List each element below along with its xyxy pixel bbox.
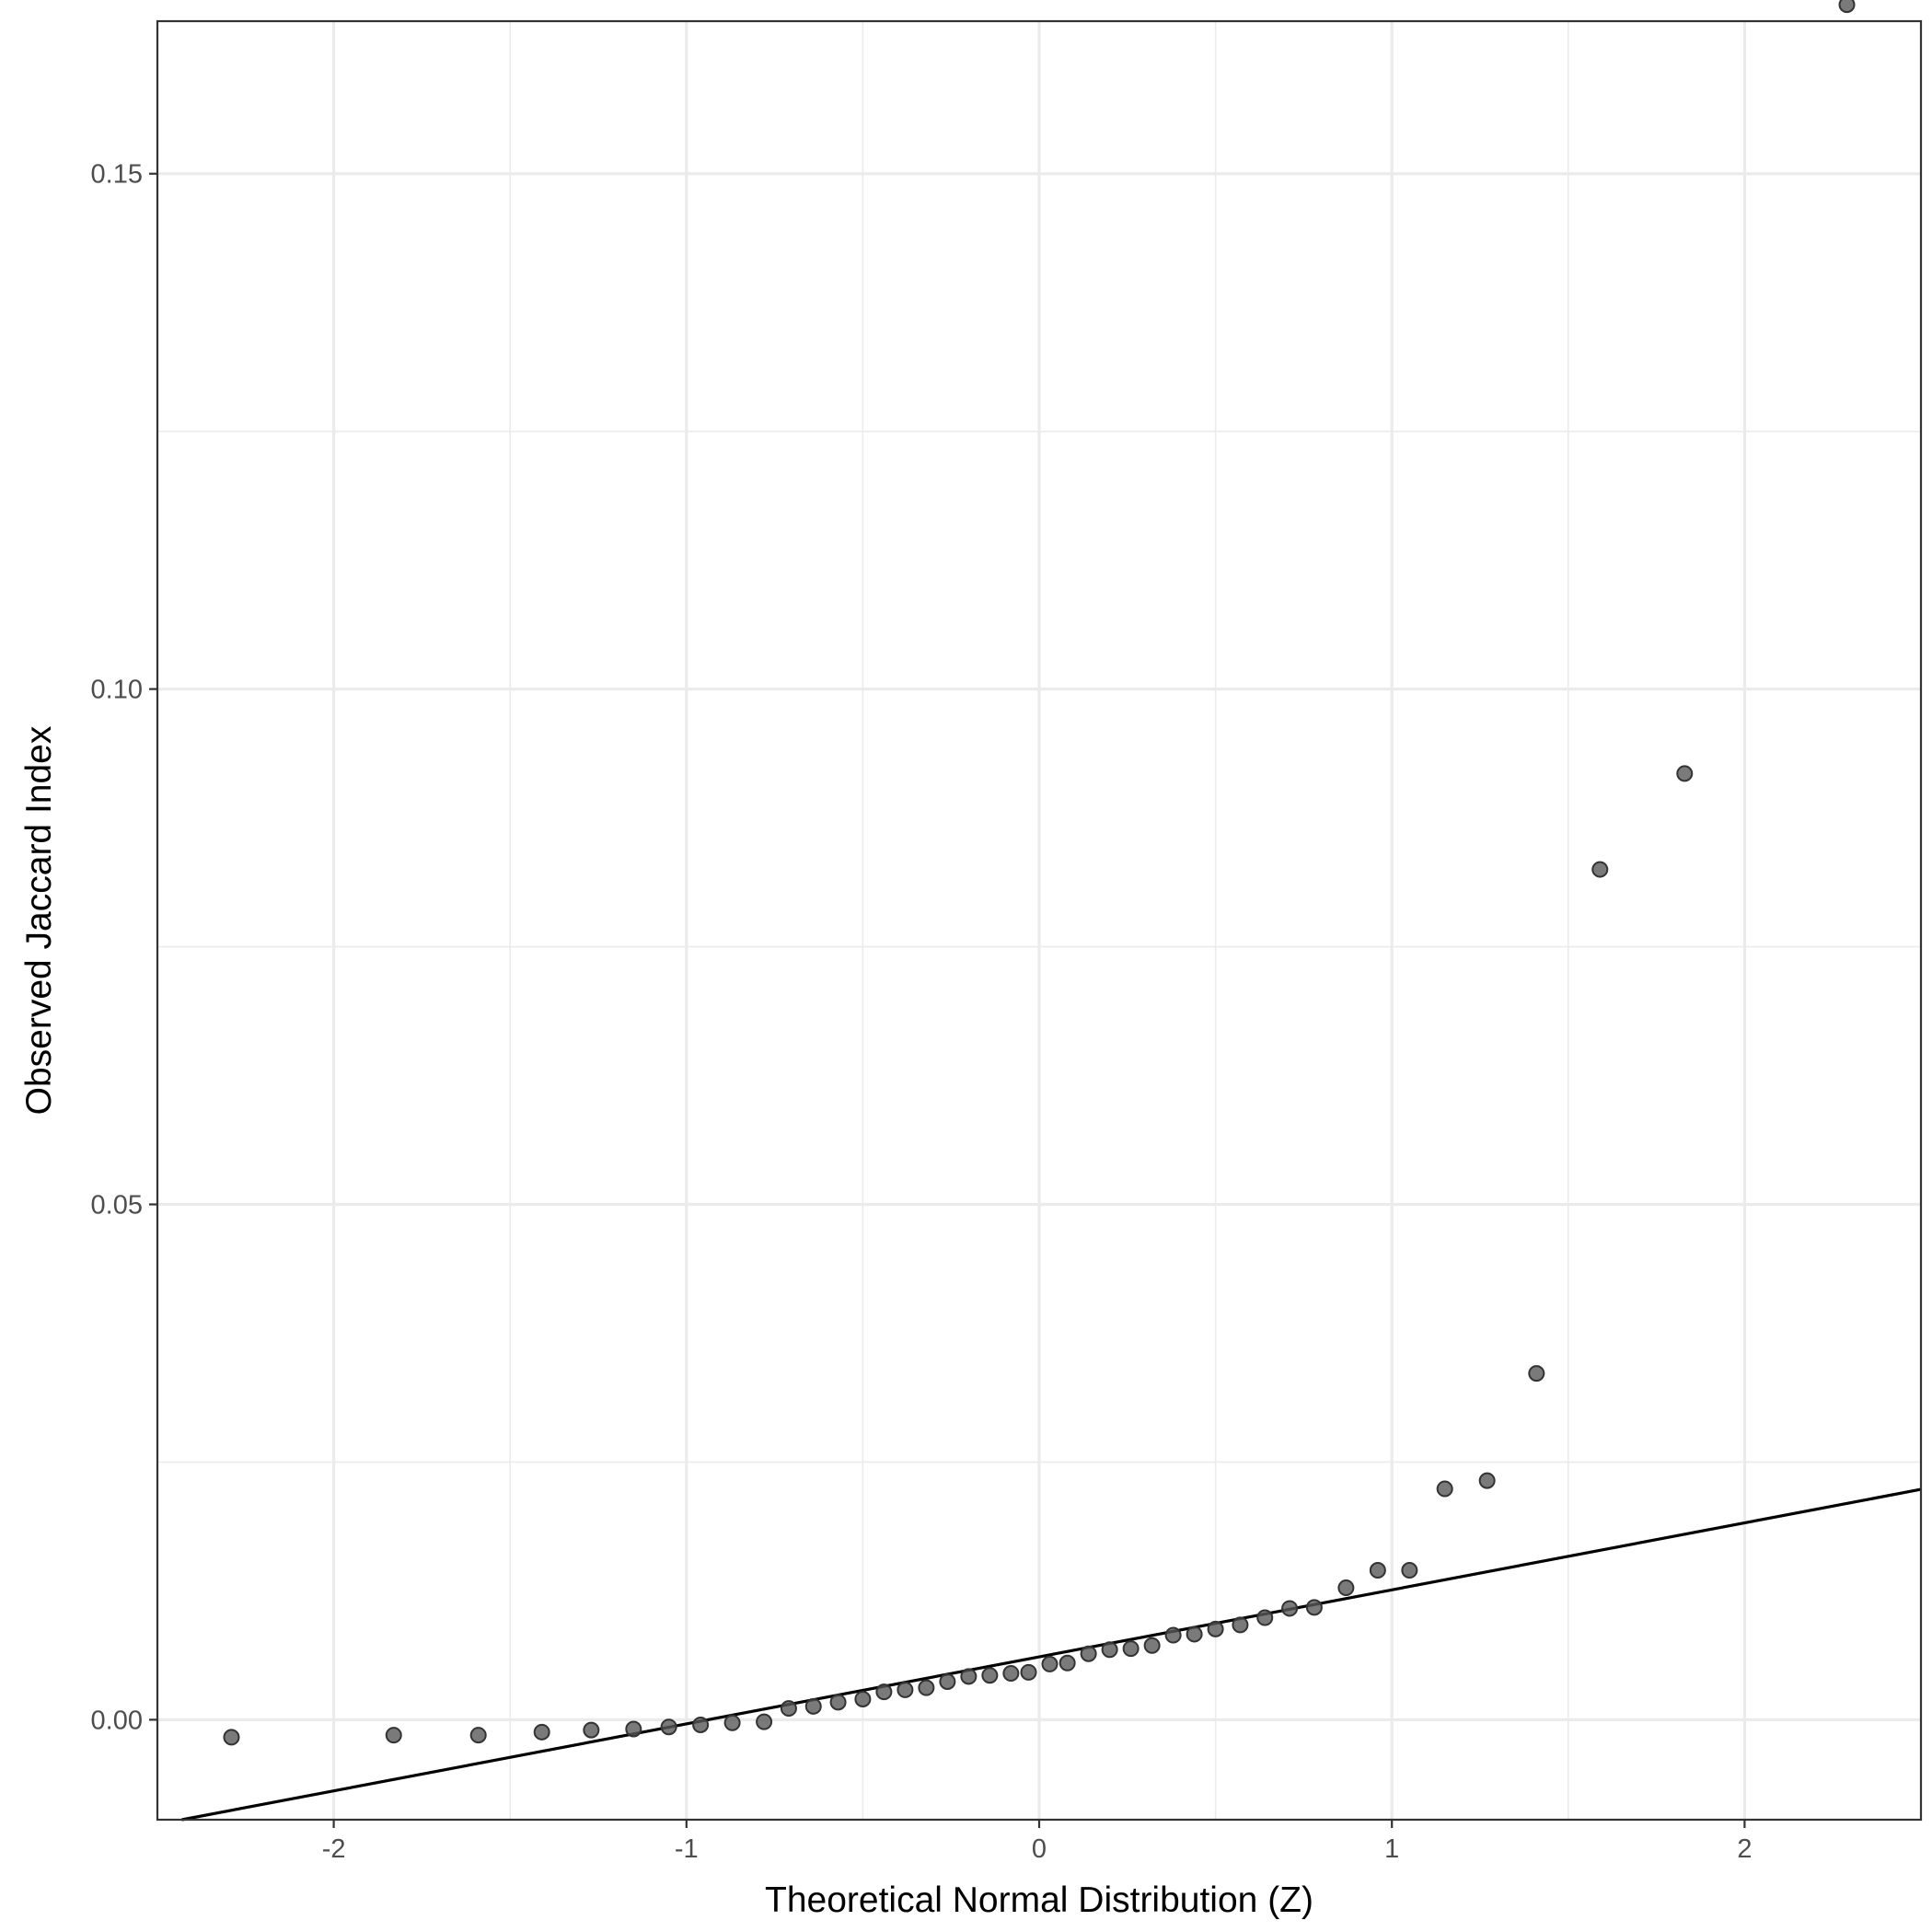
data-points: [223, 0, 1856, 1746]
x-axis-title: Theoretical Normal Distribution (Z): [765, 1880, 1313, 1920]
data-point: [1591, 861, 1609, 878]
data-point: [1186, 1625, 1203, 1643]
data-point: [1478, 1472, 1496, 1489]
data-point: [660, 1718, 677, 1736]
data-point: [1020, 1663, 1037, 1681]
data-point: [829, 1694, 847, 1711]
data-point: [780, 1700, 797, 1718]
axis-ticks: [149, 172, 1746, 1828]
data-point: [1528, 1365, 1545, 1382]
data-point: [1232, 1616, 1249, 1634]
data-point: [1041, 1655, 1059, 1672]
data-point: [897, 1681, 914, 1698]
data-point: [960, 1668, 978, 1685]
reference-line: [181, 1487, 1922, 1822]
data-point: [1305, 1599, 1323, 1616]
data-point: [385, 1727, 402, 1744]
data-point: [723, 1714, 741, 1731]
data-point: [939, 1672, 956, 1690]
x-tick-label: -1: [675, 1834, 699, 1864]
x-tick-label: 1: [1384, 1834, 1399, 1864]
data-point: [1281, 1600, 1299, 1617]
data-point: [1143, 1637, 1161, 1654]
data-point: [981, 1667, 999, 1684]
major-gridlines: [157, 21, 1921, 1820]
data-point: [756, 1713, 773, 1730]
data-point: [1164, 1626, 1182, 1644]
data-point: [1207, 1620, 1224, 1637]
x-tick-label: 2: [1737, 1834, 1752, 1864]
y-tick-label: 0.15: [91, 160, 143, 190]
data-point: [1337, 1579, 1355, 1597]
axis-tick-labels: -2 -1 0 1 2 0.00 0.05 0.10 0.15: [91, 160, 1753, 1864]
y-tick-label: 0.05: [91, 1190, 143, 1220]
data-point: [1369, 1562, 1386, 1579]
data-point: [692, 1716, 710, 1733]
data-point: [1676, 765, 1694, 782]
data-point: [1436, 1480, 1453, 1498]
data-point: [875, 1683, 893, 1701]
data-point: [1002, 1664, 1020, 1682]
data-point: [1059, 1654, 1076, 1672]
data-point: [854, 1690, 872, 1707]
data-point: [469, 1727, 487, 1744]
data-point: [1838, 0, 1856, 14]
data-point: [625, 1720, 642, 1738]
data-point: [1101, 1641, 1118, 1659]
y-axis-title: Observed Jaccard Index: [19, 725, 59, 1115]
data-point: [583, 1721, 600, 1739]
data-point: [533, 1723, 550, 1741]
data-point: [1256, 1609, 1274, 1626]
y-tick-label: 0.00: [91, 1706, 143, 1735]
data-point: [1080, 1645, 1097, 1662]
data-point: [918, 1679, 935, 1696]
data-point: [1401, 1562, 1418, 1579]
y-tick-label: 0.10: [91, 676, 143, 705]
data-point: [1122, 1640, 1140, 1658]
data-point: [223, 1729, 240, 1746]
x-tick-label: -2: [322, 1834, 346, 1864]
x-tick-label: 0: [1032, 1834, 1047, 1864]
data-point: [804, 1697, 822, 1715]
